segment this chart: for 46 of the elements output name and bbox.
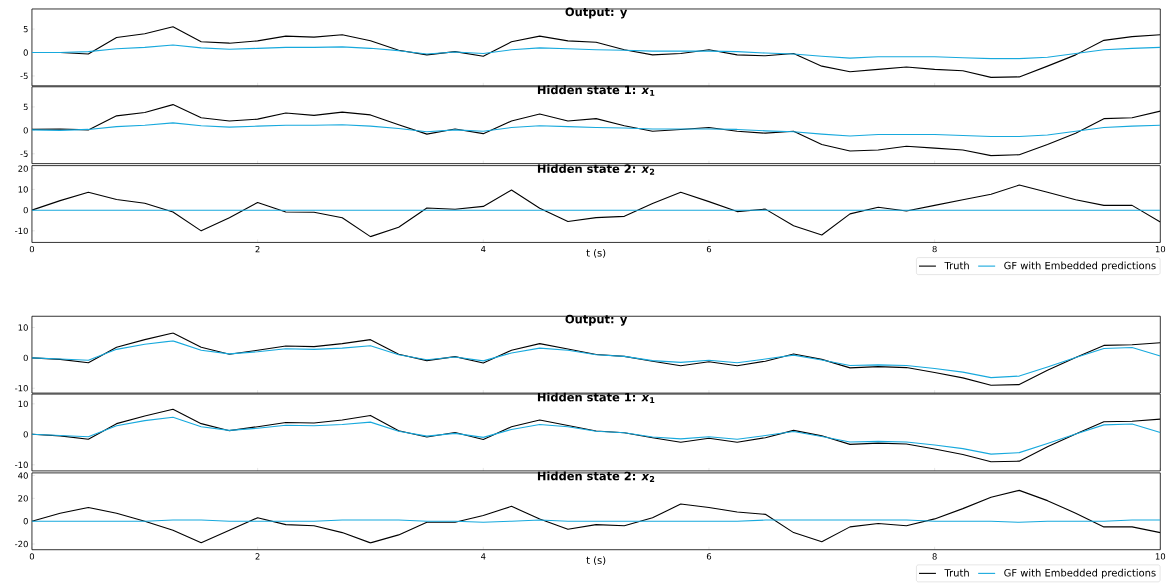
- x-tick-label: 10: [1155, 553, 1166, 560]
- y-tick-label: -10: [15, 461, 28, 469]
- x-axis-title: t (s): [586, 249, 606, 258]
- y-tick-label: 10: [18, 400, 28, 408]
- x-tick-label: 6: [706, 246, 712, 253]
- y-tick-label: 10: [18, 324, 28, 331]
- y-tick-label: 5: [23, 26, 28, 33]
- legend-label: GF with Embedded predictions: [1004, 261, 1156, 272]
- chart-title: Hidden state 1: x$_{1}$: [537, 392, 655, 404]
- y-tick-label: 5: [23, 103, 28, 111]
- line-series: [31, 340, 1161, 379]
- legend-label: GF with Embedded predictions: [1004, 569, 1156, 579]
- line-series: [31, 416, 1161, 455]
- y-tick-label: 40: [18, 472, 28, 479]
- x-tick-label: 4: [481, 246, 486, 253]
- chart-title: Hidden state 2: x$_{2}$: [537, 471, 655, 483]
- x-tick-label: 0: [29, 246, 35, 253]
- chart-title: Output: y: [565, 7, 628, 19]
- y-tick-label: -5: [20, 150, 28, 158]
- x-tick-label: 10: [1155, 246, 1166, 253]
- chart-title: Output: y: [565, 315, 628, 326]
- x-tick-label: 2: [255, 246, 260, 253]
- y-tick-label: 10: [18, 186, 28, 193]
- y-tick-label: -5: [20, 73, 28, 80]
- y-tick-label: 0: [23, 354, 28, 362]
- y-tick-label: -10: [15, 385, 28, 392]
- y-tick-label: 0: [23, 49, 28, 56]
- x-tick-label: 0: [29, 553, 35, 560]
- x-tick-label: 4: [481, 553, 486, 560]
- y-tick-label: 20: [18, 495, 28, 502]
- y-tick-label: 20: [18, 165, 28, 173]
- y-tick-label: 0: [23, 518, 28, 525]
- x-tick-label: 6: [706, 553, 712, 560]
- legend-label: Truth: [944, 569, 969, 577]
- y-tick-label: -20: [15, 541, 28, 548]
- y-tick-label: -10: [15, 227, 28, 235]
- x-tick-label: 8: [932, 553, 937, 560]
- y-tick-label: 0: [23, 127, 28, 134]
- chart-title: Hidden state 2: x$_{2}$: [537, 164, 655, 175]
- x-tick-label: 2: [255, 553, 260, 560]
- chart-title: Hidden state 1: x$_{1}$: [537, 85, 655, 96]
- y-tick-label: 0: [23, 207, 28, 214]
- y-tick-label: 0: [23, 431, 28, 438]
- x-tick-label: 8: [932, 246, 937, 253]
- x-axis-title: t (s): [586, 556, 606, 566]
- legend-label: Truth: [944, 261, 969, 270]
